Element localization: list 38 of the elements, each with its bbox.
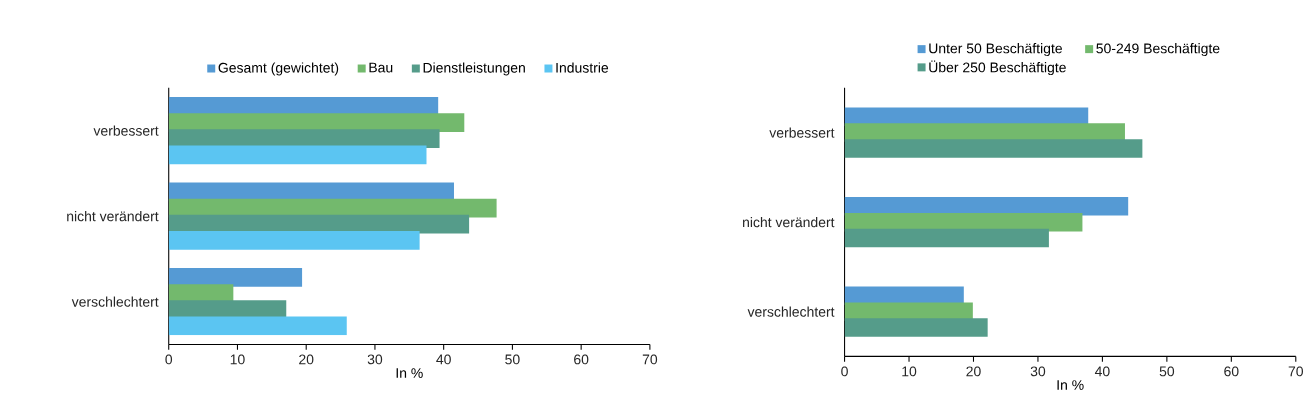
legend-label: Unter 50 Beschäftigte (929, 42, 1062, 56)
x-tick-label: 60 (574, 354, 589, 365)
x-tick-label: 30 (1030, 366, 1046, 377)
x-axis-title: In % (1057, 380, 1084, 390)
x-tick-label: 0 (165, 354, 173, 365)
x-tick-label: 10 (902, 366, 917, 377)
y-tick-label: nicht verändert (743, 216, 835, 228)
bar (168, 316, 347, 336)
x-tick-label: 30 (367, 354, 383, 365)
legend-label: Über 250 Beschäftigte (929, 60, 1066, 75)
x-tick-label: 10 (230, 354, 245, 365)
x-tick-label: 60 (1224, 366, 1239, 377)
y-tick-label: verschlechtert (747, 306, 835, 317)
y-tick-label: verbessert (769, 127, 835, 138)
legend-label: 50-249 Beschäftigte (1096, 42, 1220, 56)
legend-label: Industrie (556, 62, 609, 73)
x-tick-label: 50 (505, 354, 520, 365)
x-tick-label: 40 (1094, 366, 1110, 377)
bar (168, 230, 420, 250)
bar (168, 267, 303, 287)
x-tick-label: 50 (1159, 366, 1175, 377)
x-tick-label: 20 (299, 354, 314, 365)
y-tick-label: verbessert (93, 125, 159, 136)
x-axis-title: In % (396, 368, 423, 378)
x-tick-label: 20 (966, 366, 981, 377)
legend-label: Dienstleistungen (423, 62, 525, 76)
y-tick-label: nicht verändert (67, 210, 159, 222)
x-tick-label: 70 (642, 354, 658, 365)
x-tick-label: 0 (841, 366, 848, 377)
x-tick-label: 70 (1288, 366, 1304, 377)
bar (168, 145, 427, 165)
legend-label: Gesamt (gewichtet) (218, 62, 339, 76)
bar (844, 318, 988, 337)
bar (844, 228, 1049, 248)
x-tick-label: 40 (436, 354, 451, 365)
y-tick-label: verschlechtert (71, 296, 159, 307)
legend-label: Bau (369, 62, 393, 73)
bar (844, 139, 1143, 158)
